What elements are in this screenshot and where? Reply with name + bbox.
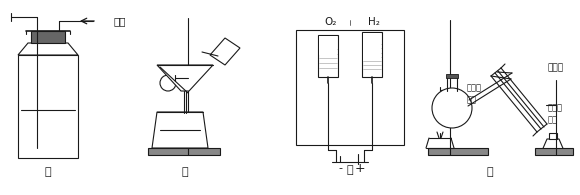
Circle shape bbox=[432, 88, 472, 128]
Bar bbox=[318, 35, 338, 77]
Bar bbox=[363, 33, 381, 61]
Bar bbox=[31, 31, 65, 43]
Bar bbox=[428, 148, 488, 155]
Text: 海水: 海水 bbox=[467, 96, 477, 105]
Bar bbox=[18, 55, 78, 158]
Bar bbox=[362, 32, 382, 77]
Text: 冷凝器: 冷凝器 bbox=[548, 64, 564, 73]
Polygon shape bbox=[18, 43, 78, 55]
Text: +: + bbox=[355, 161, 365, 175]
Bar bbox=[296, 30, 404, 145]
Text: 水蒸气: 水蒸气 bbox=[467, 83, 482, 92]
Text: 气体: 气体 bbox=[113, 16, 125, 26]
Polygon shape bbox=[152, 112, 208, 148]
Text: 丁: 丁 bbox=[487, 167, 494, 177]
Bar bbox=[535, 148, 573, 155]
Text: 冷却水: 冷却水 bbox=[548, 104, 563, 113]
Text: 乙: 乙 bbox=[182, 167, 188, 177]
Polygon shape bbox=[541, 139, 565, 153]
Text: 淡水: 淡水 bbox=[548, 115, 558, 124]
Circle shape bbox=[160, 75, 176, 91]
Bar bbox=[319, 36, 337, 55]
Bar bbox=[446, 74, 458, 78]
Text: 甲: 甲 bbox=[45, 167, 51, 177]
Text: 水: 水 bbox=[347, 111, 353, 121]
Text: H₂: H₂ bbox=[368, 17, 380, 27]
Text: 丙: 丙 bbox=[347, 165, 353, 175]
Text: -: - bbox=[338, 163, 342, 173]
Bar bbox=[549, 133, 557, 139]
Polygon shape bbox=[210, 38, 240, 65]
Bar bbox=[298, 78, 402, 143]
Text: O₂: O₂ bbox=[324, 17, 336, 27]
Polygon shape bbox=[157, 65, 213, 91]
Bar bbox=[148, 148, 220, 155]
